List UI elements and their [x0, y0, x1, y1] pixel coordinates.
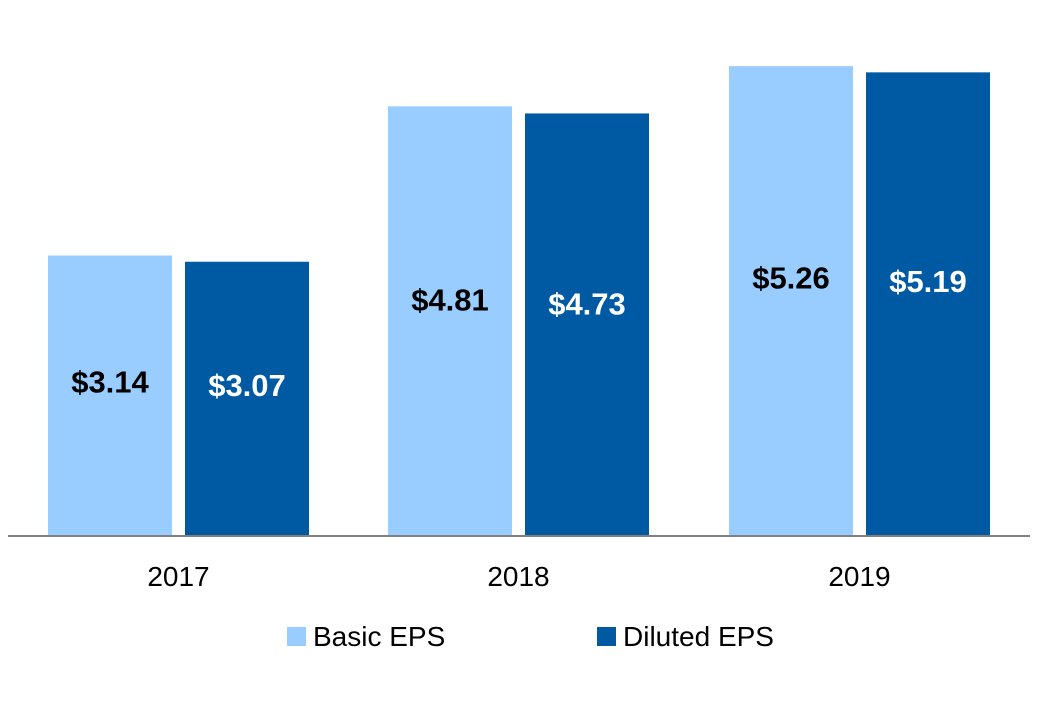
value-label-diluted-eps-2019: $5.19: [889, 264, 967, 299]
legend: Basic EPS Diluted EPS: [287, 621, 774, 652]
legend-swatch-diluted-eps: [597, 627, 616, 646]
value-labels-group: $3.14 $3.07 $4.81 $4.73 $5.26 $5.19: [71, 261, 967, 404]
bar-diluted-eps-2018: [525, 113, 649, 536]
legend-label-basic-eps: Basic EPS: [313, 621, 445, 652]
bar-diluted-eps-2017: [185, 261, 309, 536]
bar-basic-eps-2018: [388, 106, 512, 536]
value-label-diluted-eps-2017: $3.07: [208, 368, 286, 403]
legend-swatch-basic-eps: [287, 627, 306, 646]
value-label-basic-eps-2017: $3.14: [71, 365, 149, 400]
x-tick-label-2018: 2018: [487, 561, 549, 592]
bar-basic-eps-2019: [729, 66, 853, 537]
x-tick-label-2017: 2017: [147, 561, 209, 592]
bar-basic-eps-2017: [48, 255, 172, 536]
value-label-basic-eps-2019: $5.26: [752, 261, 830, 296]
bar-diluted-eps-2019: [866, 72, 990, 537]
value-label-diluted-eps-2018: $4.73: [548, 287, 626, 322]
legend-label-diluted-eps: Diluted EPS: [623, 621, 774, 652]
x-tick-labels-group: 2017 2018 2019: [147, 561, 890, 592]
bars-group: [48, 66, 990, 537]
value-label-basic-eps-2018: $4.81: [411, 283, 489, 318]
x-tick-label-2019: 2019: [828, 561, 890, 592]
